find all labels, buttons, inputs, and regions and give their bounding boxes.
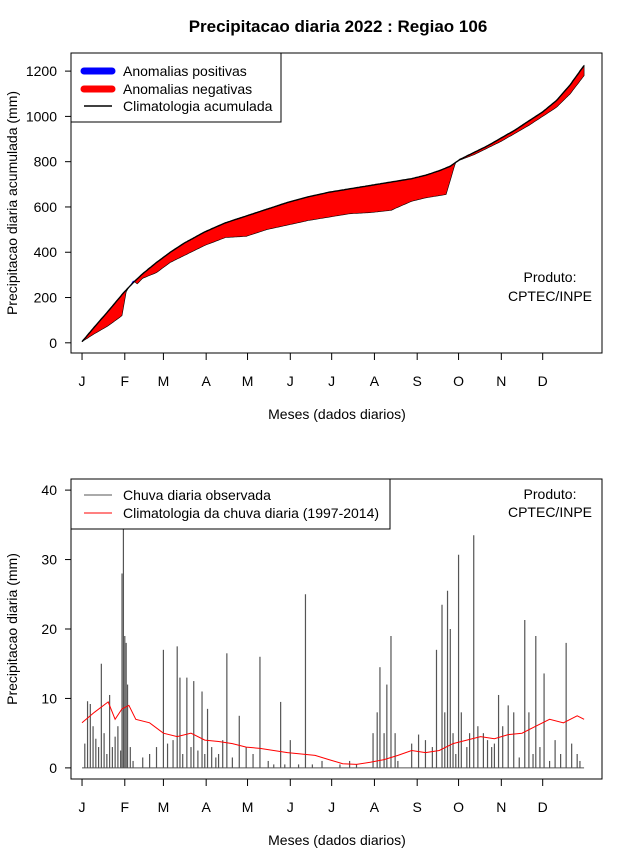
bottom-x-tick-label: A (370, 799, 380, 815)
top-y-axis: 0 200 400 600 800 1000 1200 (26, 63, 71, 351)
bottom-y-axis-label: Precipitacao diaria (mm) (4, 553, 20, 705)
bottom-x-tick-label: O (453, 799, 464, 815)
top-x-tick-label: J (287, 373, 294, 389)
top-credit-line-2: CPTEC/INPE (508, 288, 592, 304)
legend-label-climatology: Climatologia acumulada (123, 98, 273, 114)
bottom-y-tick-label: 10 (41, 690, 57, 706)
top-x-tick-label: J (328, 373, 335, 389)
bottom-x-tick-label: J (287, 799, 294, 815)
bottom-x-tick-label: M (242, 799, 254, 815)
bottom-y-tick-label: 20 (41, 621, 57, 637)
top-x-tick-label: N (496, 373, 506, 389)
bottom-legend: Chuva diaria observada Climatologia da c… (70, 478, 391, 530)
bottom-y-axis: 0 10 20 30 40 (41, 482, 71, 776)
top-y-tick-label: 800 (34, 154, 58, 170)
top-plot-frame (70, 52, 603, 354)
bottom-y-tick-label: 0 (49, 760, 57, 776)
bottom-x-tick-label: A (201, 799, 211, 815)
top-y-tick-label: 400 (34, 244, 58, 260)
top-x-tick-label: O (453, 373, 464, 389)
top-x-tick-label: A (370, 373, 380, 389)
top-x-tick-label: A (201, 373, 211, 389)
top-credit-line-1: Produto: (524, 269, 577, 285)
top-x-tick-label: J (79, 373, 86, 389)
bottom-x-tick-label: S (413, 799, 422, 815)
bottom-y-tick-label: 40 (41, 482, 57, 498)
top-x-axis-label: Meses (dados diarios) (268, 406, 406, 422)
top-x-tick-label: M (158, 373, 170, 389)
chart-title: Precipitacao diaria 2022 : Regiao 106 (189, 17, 488, 36)
top-y-tick-label: 600 (34, 199, 58, 215)
top-x-tick-label: D (538, 373, 548, 389)
daily-climatology-line (81, 701, 585, 765)
top-y-axis-label: Precipitacao diaria acumulada (mm) (4, 91, 20, 315)
top-y-tick-label: 1200 (26, 63, 57, 79)
bottom-credit-line-1: Produto: (524, 486, 577, 502)
legend-label-observed: Chuva diaria observada (123, 487, 271, 503)
bottom-y-tick-label: 30 (41, 552, 57, 568)
bottom-credit-line-2: CPTEC/INPE (508, 504, 592, 520)
top-x-tick-label: S (413, 373, 422, 389)
bottom-plot-area (81, 517, 585, 769)
top-x-tick-label: F (121, 373, 130, 389)
top-y-tick-label: 1000 (26, 108, 57, 124)
top-plot-area (81, 64, 585, 343)
bottom-legend-box (70, 478, 391, 530)
top-x-tick-label: M (242, 373, 254, 389)
bottom-x-tick-label: J (328, 799, 335, 815)
bottom-x-tick-label: J (79, 799, 86, 815)
top-y-tick-label: 200 (34, 290, 58, 306)
bottom-x-tick-label: N (496, 799, 506, 815)
bottom-x-tick-label: D (538, 799, 548, 815)
legend-label-negative: Anomalias negativas (123, 81, 252, 97)
legend-label-daily-climatology: Climatologia da chuva diaria (1997-2014) (123, 505, 379, 521)
bottom-x-tick-label: M (158, 799, 170, 815)
bottom-x-axis-label: Meses (dados diarios) (268, 832, 406, 848)
top-y-tick-label: 0 (49, 335, 57, 351)
top-legend: Anomalias positivas Anomalias negativas … (70, 52, 282, 123)
legend-label-positive: Anomalias positivas (123, 63, 247, 79)
bottom-x-tick-label: F (121, 799, 130, 815)
climatology-accumulated-line (81, 65, 585, 343)
